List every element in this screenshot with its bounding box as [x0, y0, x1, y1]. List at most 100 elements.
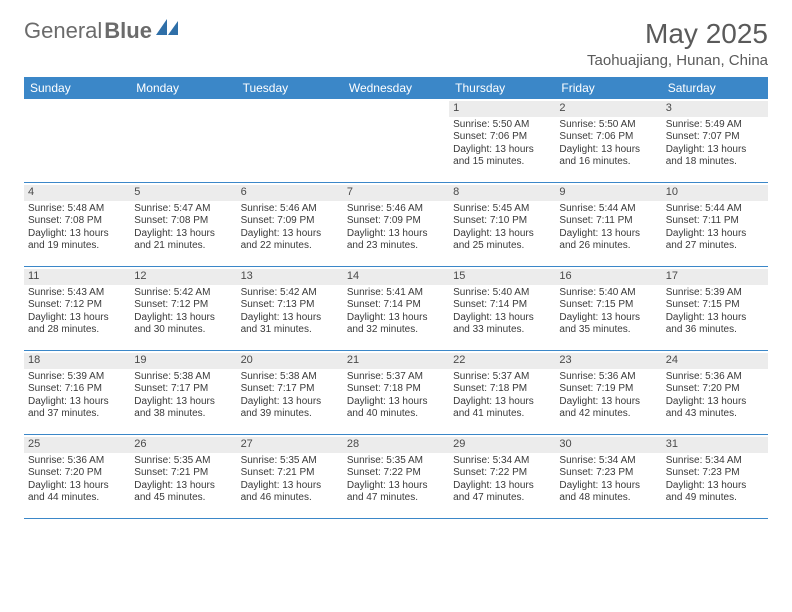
calendar-cell: 23Sunrise: 5:36 AMSunset: 7:19 PMDayligh… [555, 351, 661, 435]
sunset-line: Sunset: 7:22 PM [347, 467, 445, 480]
daylight-line-1: Daylight: 13 hours [134, 228, 232, 241]
sunrise-line: Sunrise: 5:50 AM [453, 119, 551, 132]
calendar-cell: 28Sunrise: 5:35 AMSunset: 7:22 PMDayligh… [343, 435, 449, 519]
daylight-line-2: and 30 minutes. [134, 324, 232, 337]
daylight-line-2: and 27 minutes. [666, 240, 764, 253]
calendar: SundayMondayTuesdayWednesdayThursdayFrid… [24, 77, 768, 519]
day-number: 23 [555, 353, 661, 369]
day-number: 6 [237, 185, 343, 201]
daylight-line-2: and 18 minutes. [666, 156, 764, 169]
weekday-label: Thursday [449, 77, 555, 99]
sunset-line: Sunset: 7:15 PM [666, 299, 764, 312]
daylight-line-2: and 36 minutes. [666, 324, 764, 337]
daylight-line-2: and 40 minutes. [347, 408, 445, 421]
sunrise-line: Sunrise: 5:47 AM [134, 203, 232, 216]
day-number: 31 [662, 437, 768, 453]
sunrise-line: Sunrise: 5:35 AM [134, 455, 232, 468]
calendar-cell [130, 99, 236, 183]
daylight-line-1: Daylight: 13 hours [347, 480, 445, 493]
daylight-line-1: Daylight: 13 hours [241, 312, 339, 325]
calendar-cell: 20Sunrise: 5:38 AMSunset: 7:17 PMDayligh… [237, 351, 343, 435]
logo: GeneralBlue [24, 18, 178, 44]
daylight-line-1: Daylight: 13 hours [134, 396, 232, 409]
calendar-cell: 3Sunrise: 5:49 AMSunset: 7:07 PMDaylight… [662, 99, 768, 183]
calendar-cell: 11Sunrise: 5:43 AMSunset: 7:12 PMDayligh… [24, 267, 130, 351]
calendar-cell: 5Sunrise: 5:47 AMSunset: 7:08 PMDaylight… [130, 183, 236, 267]
sunset-line: Sunset: 7:21 PM [241, 467, 339, 480]
sunset-line: Sunset: 7:10 PM [453, 215, 551, 228]
calendar-cell: 6Sunrise: 5:46 AMSunset: 7:09 PMDaylight… [237, 183, 343, 267]
daylight-line-2: and 25 minutes. [453, 240, 551, 253]
calendar-cell: 30Sunrise: 5:34 AMSunset: 7:23 PMDayligh… [555, 435, 661, 519]
sunset-line: Sunset: 7:11 PM [666, 215, 764, 228]
daylight-line-2: and 31 minutes. [241, 324, 339, 337]
daylight-line-2: and 15 minutes. [453, 156, 551, 169]
calendar-cell: 18Sunrise: 5:39 AMSunset: 7:16 PMDayligh… [24, 351, 130, 435]
daylight-line-2: and 22 minutes. [241, 240, 339, 253]
weekday-label: Wednesday [343, 77, 449, 99]
day-number: 28 [343, 437, 449, 453]
day-number: 19 [130, 353, 236, 369]
sunrise-line: Sunrise: 5:36 AM [666, 371, 764, 384]
month-title: May 2025 [587, 18, 768, 50]
daylight-line-2: and 28 minutes. [28, 324, 126, 337]
sunrise-line: Sunrise: 5:36 AM [559, 371, 657, 384]
calendar-cell: 27Sunrise: 5:35 AMSunset: 7:21 PMDayligh… [237, 435, 343, 519]
daylight-line-1: Daylight: 13 hours [559, 312, 657, 325]
daylight-line-2: and 33 minutes. [453, 324, 551, 337]
daylight-line-1: Daylight: 13 hours [559, 228, 657, 241]
calendar-cell: 31Sunrise: 5:34 AMSunset: 7:23 PMDayligh… [662, 435, 768, 519]
daylight-line-1: Daylight: 13 hours [28, 312, 126, 325]
daylight-line-1: Daylight: 13 hours [241, 480, 339, 493]
calendar-cell [343, 99, 449, 183]
calendar-cell: 22Sunrise: 5:37 AMSunset: 7:18 PMDayligh… [449, 351, 555, 435]
sunrise-line: Sunrise: 5:49 AM [666, 119, 764, 132]
daylight-line-1: Daylight: 13 hours [559, 396, 657, 409]
sunrise-line: Sunrise: 5:39 AM [666, 287, 764, 300]
sunset-line: Sunset: 7:07 PM [666, 131, 764, 144]
daylight-line-2: and 32 minutes. [347, 324, 445, 337]
sunrise-line: Sunrise: 5:38 AM [241, 371, 339, 384]
calendar-cell: 24Sunrise: 5:36 AMSunset: 7:20 PMDayligh… [662, 351, 768, 435]
day-number: 24 [662, 353, 768, 369]
daylight-line-1: Daylight: 13 hours [28, 228, 126, 241]
day-number: 14 [343, 269, 449, 285]
day-number: 7 [343, 185, 449, 201]
weekday-label: Saturday [662, 77, 768, 99]
calendar-cell: 2Sunrise: 5:50 AMSunset: 7:06 PMDaylight… [555, 99, 661, 183]
day-number: 2 [555, 101, 661, 117]
sunset-line: Sunset: 7:17 PM [241, 383, 339, 396]
daylight-line-1: Daylight: 13 hours [134, 480, 232, 493]
sunrise-line: Sunrise: 5:40 AM [453, 287, 551, 300]
daylight-line-1: Daylight: 13 hours [666, 312, 764, 325]
sunrise-line: Sunrise: 5:35 AM [241, 455, 339, 468]
daylight-line-1: Daylight: 13 hours [559, 480, 657, 493]
day-number: 22 [449, 353, 555, 369]
calendar-cell: 21Sunrise: 5:37 AMSunset: 7:18 PMDayligh… [343, 351, 449, 435]
daylight-line-2: and 42 minutes. [559, 408, 657, 421]
sunset-line: Sunset: 7:21 PM [134, 467, 232, 480]
daylight-line-1: Daylight: 13 hours [28, 396, 126, 409]
sunset-line: Sunset: 7:20 PM [28, 467, 126, 480]
daylight-line-2: and 38 minutes. [134, 408, 232, 421]
day-number: 15 [449, 269, 555, 285]
sunrise-line: Sunrise: 5:44 AM [666, 203, 764, 216]
daylight-line-1: Daylight: 13 hours [453, 144, 551, 157]
daylight-line-1: Daylight: 13 hours [241, 228, 339, 241]
daylight-line-2: and 48 minutes. [559, 492, 657, 505]
calendar-cell: 4Sunrise: 5:48 AMSunset: 7:08 PMDaylight… [24, 183, 130, 267]
sunrise-line: Sunrise: 5:37 AM [347, 371, 445, 384]
day-number: 16 [555, 269, 661, 285]
daylight-line-1: Daylight: 13 hours [453, 480, 551, 493]
daylight-line-2: and 49 minutes. [666, 492, 764, 505]
calendar-page: GeneralBlue May 2025 Taohuajiang, Hunan,… [0, 0, 792, 537]
calendar-cell: 14Sunrise: 5:41 AMSunset: 7:14 PMDayligh… [343, 267, 449, 351]
daylight-line-1: Daylight: 13 hours [453, 312, 551, 325]
calendar-body: 1Sunrise: 5:50 AMSunset: 7:06 PMDaylight… [24, 99, 768, 519]
daylight-line-1: Daylight: 13 hours [347, 312, 445, 325]
sunset-line: Sunset: 7:18 PM [453, 383, 551, 396]
sunset-line: Sunset: 7:11 PM [559, 215, 657, 228]
daylight-line-1: Daylight: 13 hours [453, 396, 551, 409]
sunset-line: Sunset: 7:23 PM [559, 467, 657, 480]
day-number: 11 [24, 269, 130, 285]
